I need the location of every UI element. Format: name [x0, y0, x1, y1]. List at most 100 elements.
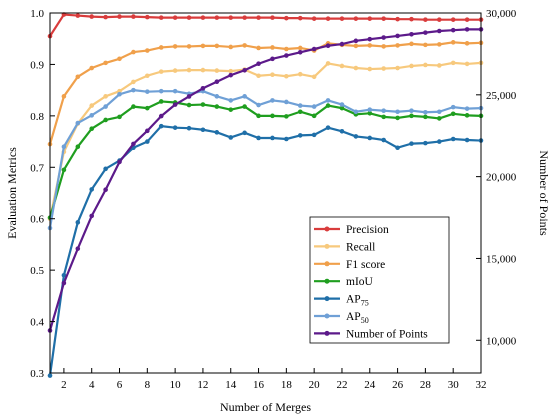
series-point-ap-75-15: [256, 135, 261, 141]
series-point-number-of-points-22: [353, 38, 359, 44]
series-point-recall-15: [256, 73, 261, 79]
series-point-number-of-points-29: [450, 27, 456, 33]
series-point-number-of-points-5: [117, 159, 122, 165]
series-point-ap-75-27: [423, 140, 428, 146]
series-point-precision-26: [409, 16, 414, 22]
ticks-layer: 0.3 0.4 0.5 0.6 0.7 0.8 0.9 1.0 10,000 15,000 20,0…: [30, 8, 517, 391]
series-point-miou-23: [367, 110, 373, 116]
series-point-precision-22: [353, 16, 359, 21]
series-point-precision-30: [464, 17, 470, 22]
series-point-ap-50-24: [381, 108, 386, 114]
series-point-precision-8: [158, 15, 164, 20]
series-point-ap-50-23: [367, 107, 373, 112]
series-point-miou-10: [186, 102, 192, 108]
x-tick-label-1: 4: [89, 379, 95, 391]
y-left-tick-label-5: 0.8: [30, 111, 44, 123]
series-point-f1-score-12: [214, 43, 220, 49]
series-point-miou-11: [200, 102, 206, 107]
series-point-recall-17: [284, 73, 289, 79]
series-point-number-of-points-23: [367, 36, 373, 42]
y-right-tick-label-2: 20,000: [486, 172, 517, 184]
series-point-ap-50-13: [228, 98, 234, 103]
series-point-recall-13: [228, 68, 234, 74]
series-point-precision-2: [75, 13, 81, 18]
series-point-ap-75-29: [450, 136, 456, 142]
series-point-number-of-points-16: [270, 56, 275, 62]
legend-label-subscript: 50: [361, 316, 369, 325]
series-point-ap-50-19: [311, 104, 317, 109]
series-point-recall-10: [186, 67, 192, 73]
x-tick-label-15: 32: [476, 379, 487, 391]
series-point-precision-17: [284, 15, 289, 21]
series-point-recall-20: [325, 61, 331, 66]
series-point-ap-50-20: [325, 98, 331, 103]
series-point-miou-27: [423, 114, 428, 120]
series-point-recall-22: [353, 65, 359, 71]
series-point-number-of-points-18: [297, 49, 303, 55]
series-point-ap-75-4: [103, 166, 108, 172]
x-tick-label-3: 8: [145, 379, 151, 391]
series-point-precision-29: [450, 17, 456, 22]
series-point-miou-20: [325, 103, 331, 108]
legend-marker-miou: [324, 278, 330, 284]
series-point-ap-50-7: [145, 89, 150, 94]
series-point-ap-75-0: [47, 373, 53, 378]
series-point-number-of-points-28: [436, 28, 442, 34]
series-point-ap-50-29: [450, 104, 456, 110]
series-point-f1-score-25: [395, 43, 400, 48]
series-point-ap-50-30: [464, 106, 470, 111]
series-point-miou-15: [256, 113, 261, 119]
series-point-miou-26: [409, 113, 414, 119]
series-point-ap-50-4: [103, 104, 108, 109]
series-point-f1-score-22: [353, 43, 359, 49]
series-point-precision-19: [311, 16, 317, 21]
series-point-precision-20: [325, 16, 331, 21]
series-point-number-of-points-19: [311, 46, 317, 52]
series-point-f1-score-18: [297, 45, 303, 51]
series-point-recall-27: [423, 62, 428, 68]
series-point-number-of-points-12: [214, 79, 220, 85]
series-point-f1-score-4: [103, 60, 108, 66]
series-point-miou-4: [103, 117, 108, 123]
series-point-f1-score-16: [270, 45, 275, 50]
series-point-recall-29: [450, 60, 456, 66]
series-point-ap-50-2: [75, 120, 81, 126]
series-point-ap-50-18: [297, 103, 303, 108]
legend-label-number-of-points: Number of Points: [346, 328, 428, 340]
series-point-f1-score-15: [256, 45, 261, 51]
series-point-miou-12: [214, 104, 220, 109]
series-line-f1-score: [48, 41, 482, 145]
series-point-f1-score-9: [172, 44, 178, 49]
series-point-ap-75-17: [284, 136, 289, 142]
series-point-f1-score-24: [381, 44, 386, 49]
series-point-miou-3: [89, 126, 95, 132]
x-tick-label-13: 28: [420, 379, 432, 391]
series-point-ap-75-12: [214, 130, 220, 135]
y-right-tick-label-1: 15,000: [486, 253, 517, 265]
series-point-miou-8: [158, 99, 164, 104]
series-point-precision-9: [172, 15, 178, 20]
legend-marker-number-of-points: [324, 330, 330, 336]
series-point-ap-75-7: [145, 139, 150, 144]
series-point-number-of-points-3: [89, 213, 95, 219]
x-tick-label-9: 20: [309, 379, 321, 391]
series-point-f1-score-26: [409, 41, 414, 47]
series-point-ap-75-21: [339, 128, 345, 134]
series-point-precision-7: [145, 14, 150, 20]
series-line-precision: [49, 13, 481, 37]
series-point-ap-50-6: [131, 87, 136, 93]
x-tick-label-0: 2: [61, 379, 67, 391]
series-point-f1-score-2: [75, 74, 81, 80]
series-point-number-of-points-13: [228, 72, 234, 78]
series-point-f1-score-6: [131, 49, 136, 55]
series-point-ap-75-14: [242, 130, 247, 136]
x-axis-title: Number of Merges: [220, 400, 311, 414]
series-point-ap-50-8: [158, 88, 164, 94]
series-point-miou-1: [61, 167, 67, 173]
series-point-recall-23: [367, 66, 373, 72]
series-point-miou-25: [395, 115, 400, 121]
x-tick-label-10: 22: [336, 379, 347, 391]
series-point-number-of-points-26: [409, 31, 414, 37]
series-point-recall-9: [172, 68, 178, 73]
